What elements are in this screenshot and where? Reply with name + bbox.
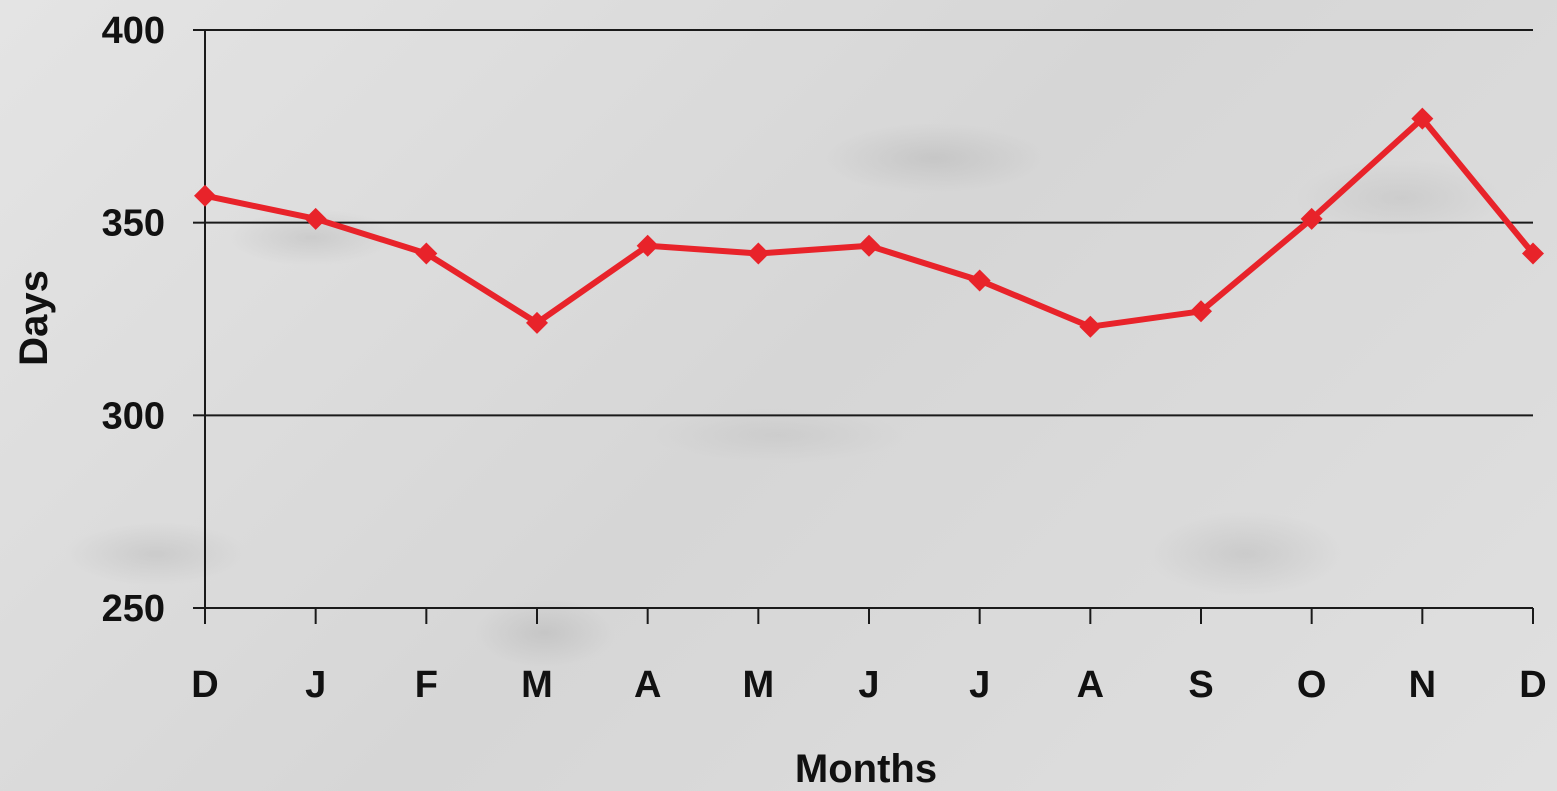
x-tick-label: D	[1519, 664, 1546, 706]
gridlines	[205, 29, 1533, 417]
y-tick-label: 250	[102, 588, 165, 630]
y-tick-label: 300	[102, 395, 165, 437]
data-point-marker	[304, 207, 327, 230]
data-point-marker	[194, 184, 216, 207]
y-tick-label: 350	[102, 203, 165, 245]
data-point-marker	[1522, 242, 1544, 265]
x-tick-label: F	[415, 664, 438, 706]
x-tick-label: M	[521, 664, 553, 706]
x-tick-label: D	[191, 664, 218, 706]
x-tick-label: O	[1297, 664, 1327, 706]
axes	[193, 29, 1534, 624]
data-point-marker	[1190, 300, 1212, 323]
x-tick-label: M	[743, 664, 775, 706]
x-tick-label: J	[305, 664, 326, 706]
data-point-marker	[526, 311, 548, 334]
data-point-marker	[636, 234, 659, 257]
x-tick-label: J	[858, 664, 879, 706]
y-tick-labels: 250 300 350 400	[102, 10, 165, 630]
data-point-marker	[1300, 207, 1323, 230]
data-point-marker	[968, 269, 991, 292]
x-tick-label: A	[1077, 664, 1104, 706]
x-tick-label: N	[1409, 664, 1436, 706]
y-tick-label: 400	[102, 10, 165, 52]
data-point-marker	[1079, 315, 1102, 338]
series-group	[194, 107, 1544, 338]
y-axis-title: Days	[12, 270, 56, 366]
x-tick-label: A	[634, 664, 661, 706]
x-tick-label: S	[1188, 664, 1213, 706]
x-tick-label: J	[969, 664, 990, 706]
data-point-marker	[858, 234, 880, 257]
data-point-marker	[747, 242, 770, 265]
data-point-marker	[1411, 107, 1434, 130]
data-point-marker	[415, 242, 438, 265]
x-axis-title: Months	[795, 747, 937, 791]
